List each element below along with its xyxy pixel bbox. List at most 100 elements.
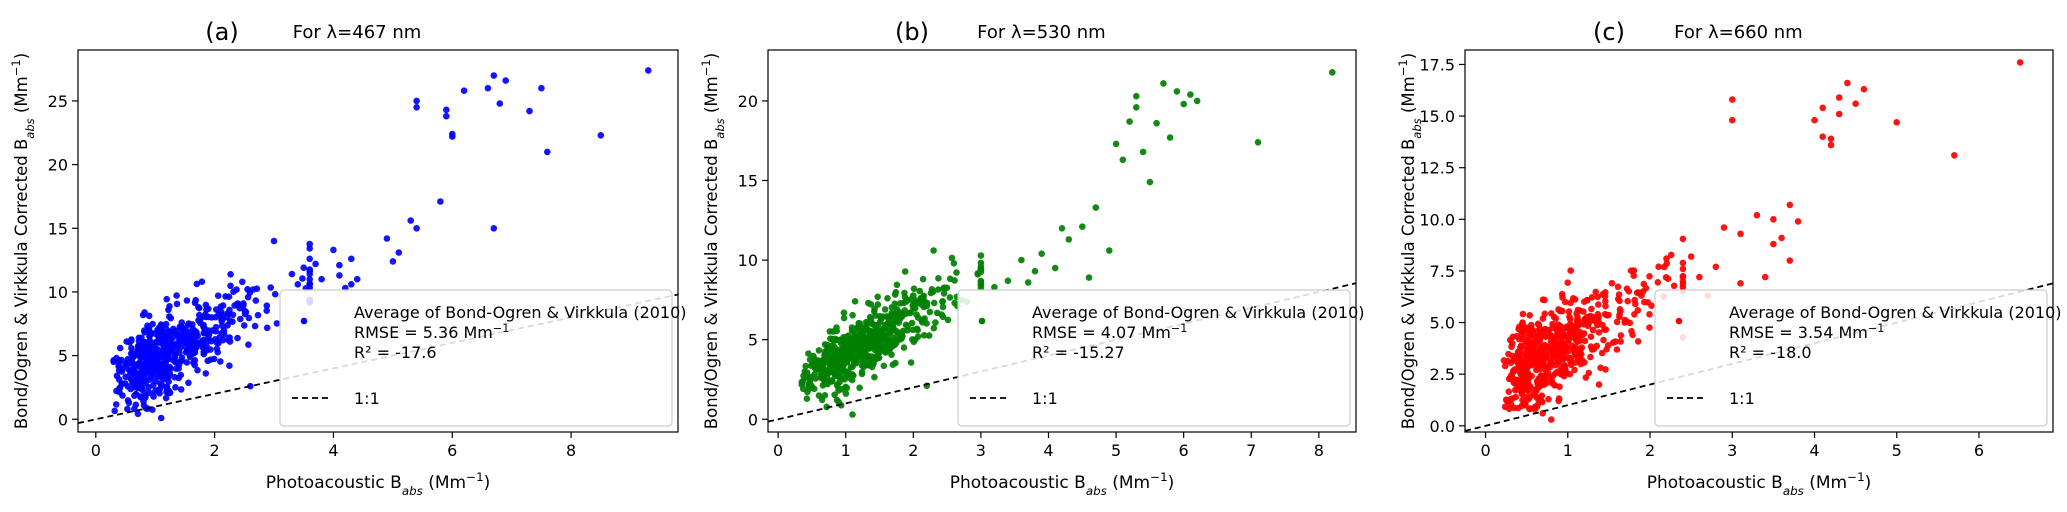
data-point bbox=[154, 358, 161, 365]
data-point bbox=[1580, 308, 1587, 315]
data-point bbox=[2016, 59, 2024, 66]
data-point bbox=[157, 414, 165, 422]
x-tick-label: 6 bbox=[1179, 441, 1189, 460]
data-point bbox=[1655, 263, 1662, 271]
data-point bbox=[1581, 298, 1588, 306]
data-point bbox=[218, 322, 226, 330]
x-tick-label: 4 bbox=[1043, 441, 1053, 460]
panel-label: (a) bbox=[205, 18, 238, 46]
x-tick-label: 1 bbox=[1563, 441, 1573, 460]
data-point bbox=[186, 332, 194, 340]
data-point bbox=[183, 359, 191, 366]
data-point bbox=[244, 286, 251, 293]
data-point bbox=[1085, 274, 1093, 281]
data-point bbox=[821, 392, 829, 399]
data-point bbox=[163, 356, 171, 363]
data-point bbox=[891, 341, 899, 348]
x-tick-label: 2 bbox=[908, 441, 918, 460]
data-point bbox=[1558, 290, 1566, 298]
data-point bbox=[118, 356, 125, 364]
data-point bbox=[263, 324, 271, 332]
data-point bbox=[1548, 416, 1555, 423]
data-point bbox=[1572, 334, 1580, 342]
legend: Average of Bond-Ogren & Virkkula (2010)R… bbox=[1654, 289, 2062, 427]
data-point bbox=[1531, 391, 1538, 398]
data-point bbox=[1628, 327, 1635, 335]
data-point bbox=[904, 322, 912, 330]
data-point bbox=[880, 362, 888, 370]
data-point bbox=[1569, 295, 1577, 302]
data-point bbox=[180, 332, 188, 340]
data-point bbox=[172, 384, 179, 391]
data-point bbox=[920, 332, 928, 339]
data-point bbox=[124, 397, 132, 404]
legend-marker bbox=[300, 317, 308, 325]
data-point bbox=[1893, 119, 1900, 126]
data-point bbox=[824, 351, 832, 358]
data-point bbox=[1526, 405, 1533, 413]
data-point bbox=[202, 370, 210, 377]
data-point bbox=[866, 313, 874, 321]
data-point bbox=[146, 376, 154, 383]
data-point bbox=[219, 302, 227, 309]
data-point bbox=[821, 359, 829, 367]
data-point bbox=[891, 291, 899, 298]
data-point bbox=[484, 84, 492, 92]
data-point bbox=[1571, 366, 1578, 374]
data-point bbox=[977, 263, 985, 270]
data-point bbox=[1193, 97, 1201, 105]
data-point bbox=[140, 398, 147, 405]
data-point bbox=[1660, 263, 1668, 271]
data-point bbox=[182, 325, 189, 332]
data-point bbox=[1533, 403, 1541, 411]
data-point bbox=[801, 368, 809, 375]
data-point bbox=[148, 364, 155, 372]
data-point bbox=[933, 309, 941, 317]
data-point bbox=[1613, 346, 1621, 353]
data-point bbox=[1031, 267, 1039, 275]
data-point bbox=[1616, 297, 1623, 305]
data-point bbox=[200, 321, 207, 329]
data-point bbox=[1627, 267, 1635, 275]
data-point bbox=[219, 336, 227, 344]
data-point bbox=[1679, 259, 1687, 267]
data-point bbox=[939, 303, 947, 311]
data-point bbox=[941, 284, 948, 292]
data-point bbox=[1180, 100, 1187, 108]
data-point bbox=[1507, 400, 1515, 408]
data-point bbox=[852, 334, 860, 342]
data-point bbox=[1860, 85, 1868, 93]
data-point bbox=[271, 290, 279, 298]
data-point bbox=[934, 286, 942, 293]
data-point bbox=[213, 339, 221, 346]
y-tick-label: 20 bbox=[738, 92, 758, 111]
data-point bbox=[175, 334, 183, 342]
y-tick-label: 10 bbox=[738, 251, 758, 270]
data-point bbox=[1566, 354, 1573, 362]
data-point bbox=[234, 334, 241, 342]
x-axis-label: Photoacoustic Babs (Mm−1) bbox=[266, 470, 491, 498]
data-point bbox=[946, 294, 954, 301]
data-point bbox=[1065, 236, 1073, 243]
data-point bbox=[811, 385, 818, 393]
data-point bbox=[1527, 324, 1535, 332]
data-point bbox=[1548, 379, 1556, 387]
data-point bbox=[1624, 297, 1631, 305]
data-point bbox=[1577, 360, 1585, 368]
data-point bbox=[124, 405, 131, 413]
data-point bbox=[1572, 322, 1580, 329]
data-point bbox=[1590, 345, 1598, 353]
data-point bbox=[306, 245, 314, 252]
data-point bbox=[270, 237, 278, 245]
data-point bbox=[811, 370, 818, 378]
data-point bbox=[1501, 362, 1509, 370]
data-point bbox=[893, 281, 901, 289]
data-point bbox=[237, 315, 244, 323]
data-point bbox=[1004, 277, 1012, 285]
data-point bbox=[242, 308, 250, 316]
data-point bbox=[1616, 311, 1623, 319]
data-point bbox=[855, 319, 862, 327]
data-point bbox=[1549, 324, 1556, 332]
data-point bbox=[889, 327, 897, 334]
data-point bbox=[111, 407, 118, 415]
